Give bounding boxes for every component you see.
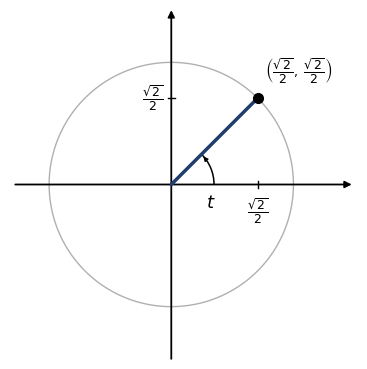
Text: $\dfrac{\sqrt{2}}{2}$: $\dfrac{\sqrt{2}}{2}$ (247, 197, 268, 226)
Text: $\left(\dfrac{\sqrt{2}}{2},\ \dfrac{\sqrt{2}}{2}\right)$: $\left(\dfrac{\sqrt{2}}{2},\ \dfrac{\sqr… (265, 56, 333, 86)
Text: $\dfrac{\sqrt{2}}{2}$: $\dfrac{\sqrt{2}}{2}$ (142, 83, 163, 113)
Text: t: t (207, 194, 214, 212)
